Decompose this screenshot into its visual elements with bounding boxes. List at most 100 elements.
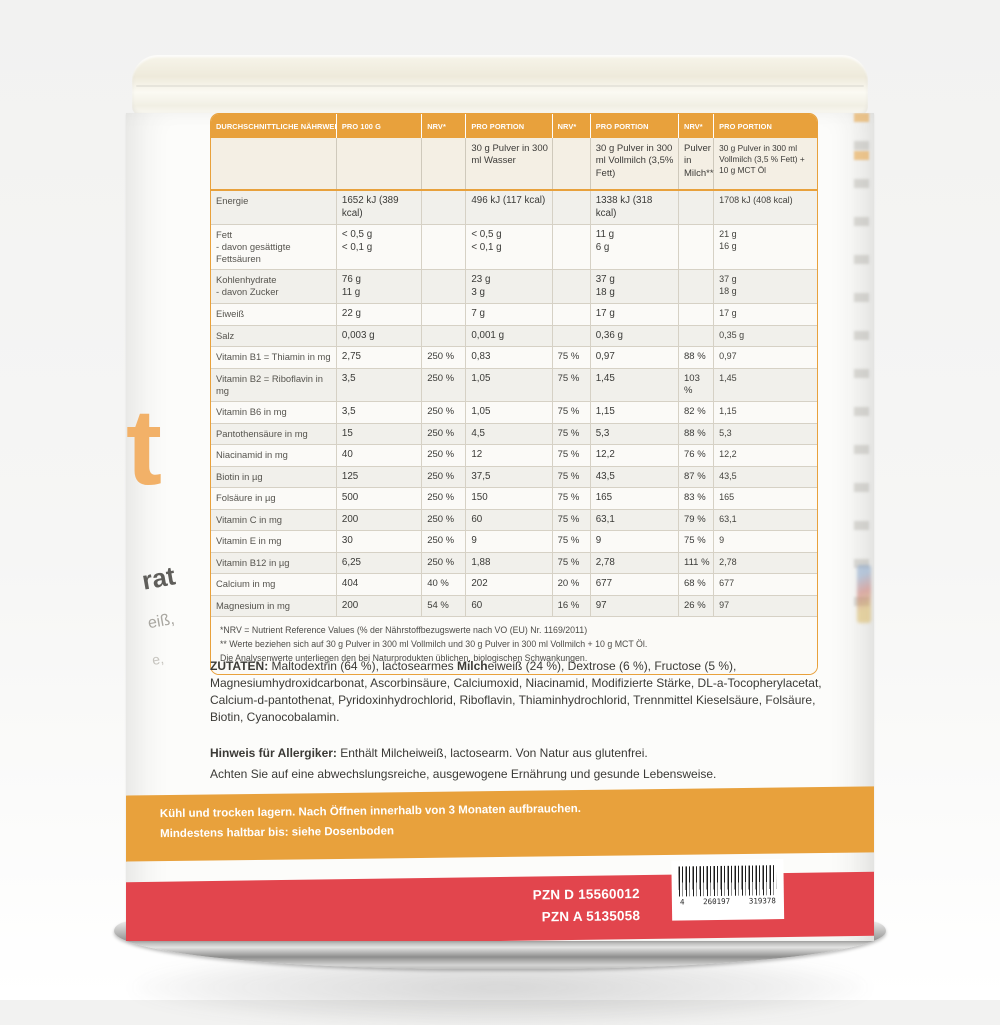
front-label-text-fragment-2: e,	[150, 650, 165, 668]
cell-value: 1,05	[471, 372, 491, 384]
cell-value: 0,36 g	[595, 329, 623, 341]
cell-value: 63,1	[719, 513, 737, 524]
nrv-2-cell: 75 %	[552, 466, 591, 489]
table-row: Magnesium in mg 200 54 % 60	[211, 595, 817, 618]
portion-water-cell: 60	[465, 509, 553, 532]
cell-value: 75 %	[557, 492, 580, 504]
cell-value: 677	[719, 578, 735, 589]
nutrient-label-cell: Vitamin B1 = Thiamin in mg	[211, 346, 337, 369]
per-100g-cell: 6,25	[336, 552, 423, 575]
cell-value: 2,78	[595, 556, 615, 568]
table-row: Vitamin B12 in µg 6,25 250 %	[211, 552, 817, 575]
nrv-3-cell: 82 %	[678, 401, 715, 424]
nutrient-label: Calcium in mg	[216, 578, 276, 590]
nutrient-label: Pantothensäure in mg	[216, 427, 308, 439]
nrv-1-cell	[421, 269, 467, 305]
portion-mct-cell: 63,1	[713, 509, 817, 532]
nrv-1-cell	[421, 325, 467, 348]
cell-value: 17 g	[595, 308, 615, 320]
nrv-2-cell: 75 %	[552, 444, 591, 467]
cell-value: 87 %	[684, 470, 706, 482]
table-row: Eiweiß 22 g 7 g	[211, 303, 817, 326]
cell-value: 1708 kJ (408 kcal)	[719, 195, 793, 206]
cell-value: 1,15	[595, 406, 615, 418]
allergy-note: Hinweis für Allergiker: Enthält Milcheiw…	[210, 746, 830, 760]
nrv-2-cell: 75 %	[552, 346, 591, 369]
table-row: Energie 1652 kJ (389 kcal)	[211, 190, 817, 226]
cell-value: 76 g	[341, 274, 361, 286]
portion-water-cell: 150	[465, 487, 553, 510]
portion-mct-cell: 1,45	[713, 368, 817, 403]
per-100g-cell: 200	[336, 595, 423, 618]
nrv-3-cell	[678, 325, 715, 348]
nutrient-label: Eiweiß	[216, 308, 245, 320]
cell-value: 250 %	[427, 449, 455, 461]
portion-milk-cell: 1,45	[590, 368, 680, 403]
cell-value: 250 %	[427, 492, 455, 504]
table-row: Vitamin B2 = Riboflavin in mg 3,5 250 %	[211, 368, 817, 403]
cell-value-2: 6 g	[595, 241, 610, 253]
cell-value: 6,25	[341, 556, 361, 568]
product-can-photo: t rat eiß, e, DURCHSCHNITTLICHE NÄHRWERT…	[112, 55, 888, 1025]
portion-milk-cell: 43,5	[590, 466, 680, 489]
cell-value: 250 %	[427, 556, 455, 568]
header-nrv-2: NRV*	[552, 114, 591, 138]
per-100g-cell: 200	[336, 509, 423, 532]
portion-milk-cell: 63,1	[590, 509, 680, 532]
cell-value: 250 %	[427, 535, 455, 547]
nrv-1-cell: 250 %	[421, 444, 467, 467]
portion-milk-cell: 5,3	[590, 423, 680, 446]
cell-value: 677	[595, 578, 613, 590]
nutrient-label: Fett	[216, 229, 233, 241]
portion-mct-cell: 1708 kJ (408 kcal)	[713, 190, 817, 226]
table-row: Biotin in µg 125 250 % 37,5	[211, 466, 817, 489]
table-footnotes: *NRV = Nutrient Reference Values (% der …	[211, 617, 817, 675]
cell-value: 1,05	[471, 406, 491, 418]
header-nrv-3: NRV*	[678, 114, 715, 138]
nrv-3-cell	[678, 224, 715, 271]
cell-value: 30	[341, 535, 353, 547]
nutrient-label: Vitamin B1 = Thiamin in mg	[216, 351, 331, 363]
cell-value: 404	[341, 578, 359, 590]
nrv-1-cell	[421, 190, 467, 226]
nutrient-label-cell: Vitamin B6 in mg	[211, 401, 337, 424]
pzn-line-2: PZN A 5135058	[541, 908, 641, 925]
per-100g-cell: 2,75	[336, 346, 423, 369]
cell-value: 75 %	[557, 449, 580, 461]
nutrient-label: Folsäure in µg	[216, 492, 276, 504]
footnote-nrv: *NRV = Nutrient Reference Values (% der …	[220, 625, 588, 636]
cell-value: 250 %	[427, 513, 455, 525]
table-row: Salz 0,003 g 0,001 g	[211, 325, 817, 348]
subheader-water: 30 g Pulver in 300 ml Wasser	[465, 138, 553, 192]
portion-water-cell: 23 g 3 g	[465, 269, 553, 305]
cell-value: 5,3	[595, 427, 610, 439]
cell-value: 75 %	[557, 406, 580, 418]
portion-milk-cell: 9	[590, 530, 680, 553]
nutrient-label-cell: Niacinamid in mg	[211, 444, 337, 467]
portion-milk-cell: 11 g 6 g	[590, 224, 680, 271]
nrv-2-cell	[552, 224, 591, 271]
portion-mct-cell: 9	[713, 530, 817, 553]
header-portion-water: PRO PORTION	[465, 114, 553, 138]
subheader-4	[552, 138, 591, 192]
cell-value: 79 %	[684, 513, 706, 525]
cell-value: 60	[471, 513, 483, 525]
per-100g-cell: 30	[336, 530, 423, 553]
cell-value: 26 %	[684, 599, 706, 611]
nrv-1-cell: 250 %	[421, 368, 467, 403]
cell-value: 202	[471, 578, 488, 590]
nrv-3-cell	[678, 269, 715, 305]
subheader-milk: 30 g Pulver in 300 ml Vollmilch (3,5% Fe…	[590, 138, 680, 192]
cell-value: 17 g	[719, 308, 737, 319]
portion-mct-cell: 37 g 18 g	[713, 269, 817, 305]
nrv-1-cell: 250 %	[421, 530, 467, 553]
cell-value: 9	[595, 535, 602, 547]
nrv-3-cell: 83 %	[678, 487, 715, 510]
cell-value: 15	[341, 427, 353, 439]
cell-value: 37,5	[471, 470, 491, 482]
portion-mct-cell: 5,3	[713, 423, 817, 446]
nutrient-label-cell: Eiweiß	[211, 303, 337, 326]
nrv-3-cell	[678, 190, 715, 226]
cell-value: 97	[719, 599, 730, 610]
